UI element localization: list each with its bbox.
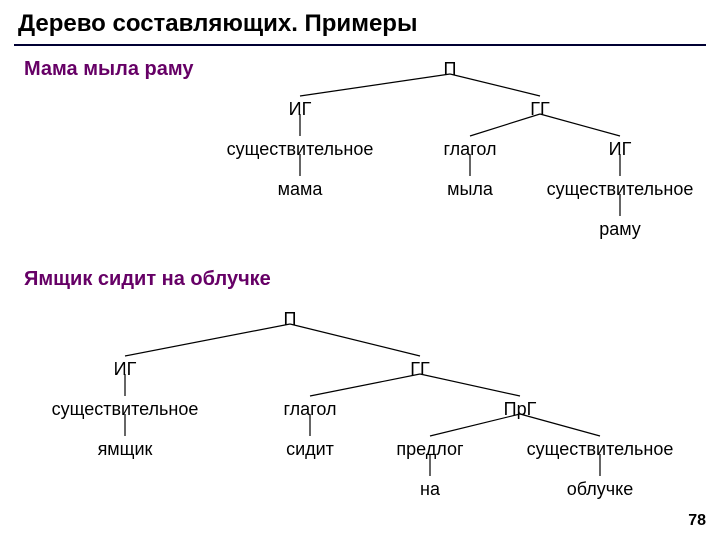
- tree-node: сидит: [286, 439, 334, 459]
- tree-node: мама: [278, 179, 324, 199]
- tree-node: существительное: [227, 139, 374, 159]
- page-title: Дерево составляющих. Примеры: [0, 0, 720, 44]
- tree-node: существительное: [527, 439, 674, 459]
- tree-node: П: [284, 309, 297, 329]
- tree-node: ИГ: [114, 359, 137, 379]
- tree-node: глагол: [444, 139, 497, 159]
- tree-diagram-1: П ИГ ГГ существительное глагол ИГ мама мыла суще…: [200, 50, 700, 250]
- example2-label: Ямщик сидит на облучке: [24, 268, 271, 291]
- tree-node: существительное: [547, 179, 694, 199]
- tree-node: мыла: [447, 179, 494, 199]
- title-divider: [14, 44, 706, 46]
- tree-node: ГГ: [410, 359, 430, 379]
- page-number: 78: [688, 512, 706, 530]
- tree-node: на: [420, 479, 441, 499]
- tree-node: ГГ: [530, 99, 550, 119]
- tree-node: ямщик: [98, 439, 153, 459]
- tree-node: ИГ: [609, 139, 632, 159]
- tree-node: ПрГ: [504, 399, 537, 419]
- tree-node: П: [444, 59, 457, 79]
- tree-node: ИГ: [289, 99, 312, 119]
- tree-node: облучке: [567, 479, 633, 499]
- tree-node: глагол: [284, 399, 337, 419]
- tree-diagram-2: П ИГ ГГ существительное глагол ПрГ ямщик сидит п…: [30, 300, 700, 510]
- tree-node: существительное: [52, 399, 199, 419]
- tree-node: раму: [599, 219, 641, 239]
- tree-node: предлог: [396, 439, 464, 459]
- example1-label: Мама мыла раму: [24, 58, 194, 81]
